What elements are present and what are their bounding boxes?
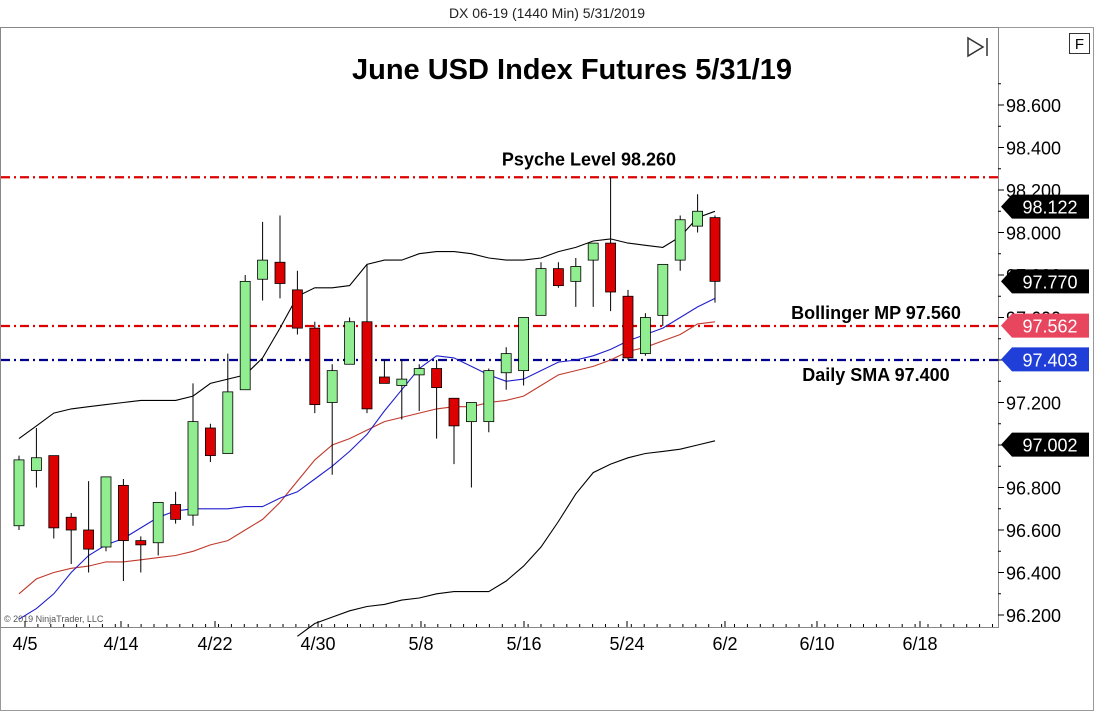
price-marker (1001, 347, 1089, 372)
level-label: Daily SMA 97.400 (802, 365, 949, 385)
candle-down (378, 376, 390, 384)
candle-up (518, 317, 529, 372)
y-tick-label: 96.800 (1006, 479, 1061, 499)
candle-up (692, 210, 703, 227)
x-tick-label: 4/5 (12, 634, 37, 654)
candle-up (396, 378, 408, 386)
candle-down (48, 455, 60, 529)
candle-down (65, 516, 77, 531)
chart-header-caption: DX 06-19 (1440 Min) 5/31/2019 (448, 5, 646, 21)
price-marker (1001, 269, 1089, 294)
candle-down (709, 217, 721, 282)
level-lines (1, 176, 998, 362)
y-tick-label: 98.400 (1006, 139, 1061, 159)
candle-up (13, 459, 25, 527)
sma-line (18, 297, 716, 620)
candle-down (309, 327, 321, 406)
chart-title: June USD Index Futures 5/31/19 (352, 54, 792, 86)
candle-up (570, 266, 582, 282)
candle-up (239, 280, 251, 391)
price-marker-label: 97.403 (1022, 350, 1077, 370)
candle-up (483, 370, 495, 423)
candle-up (500, 353, 512, 374)
candle-down (622, 295, 634, 359)
x-tick-label: 6/2 (712, 634, 737, 654)
skip-to-end-icon[interactable] (967, 36, 988, 58)
candle-up (413, 368, 425, 376)
candle-up (640, 317, 651, 355)
candle-up (152, 501, 164, 544)
y-tick-label: 98.000 (1006, 224, 1061, 244)
x-tick-label: 5/16 (506, 634, 541, 654)
price-marker-label: 97.002 (1022, 436, 1077, 456)
candle-down (431, 368, 443, 389)
candle-down (291, 289, 303, 329)
plot-area (0, 27, 999, 628)
price-marker (1001, 432, 1089, 457)
candle-up (326, 370, 338, 403)
candle-down (135, 540, 147, 546)
candle-down (361, 321, 373, 410)
level-labels: Psyche Level 98.260 Bollinger MP 97.560 Da… (502, 149, 961, 385)
candle-up (344, 321, 356, 365)
x-tick-label: 4/30 (300, 634, 335, 654)
price-marker-label: 98.122 (1022, 198, 1077, 218)
candle-down (274, 261, 286, 284)
level-label: Psyche Level 98.260 (502, 149, 676, 169)
candle-up (187, 421, 199, 516)
candle-down (204, 427, 216, 457)
candle-down (83, 529, 94, 550)
price-markers: 98.122 97.770 97.562 97.403 97.002 (1001, 194, 1089, 457)
y-tick-label: 96.400 (1006, 564, 1061, 584)
candle-up (657, 263, 669, 316)
candle-up (587, 242, 599, 261)
x-tick-label: 4/14 (103, 634, 138, 654)
x-tick-label: 5/24 (609, 634, 644, 654)
y-tick-label: 98.600 (1006, 96, 1061, 116)
middle-band-line (18, 321, 716, 595)
copyright-text: © 2019 NinjaTrader, LLC (4, 614, 104, 624)
candle-up (257, 259, 269, 280)
x-tick-label: 5/8 (408, 634, 433, 654)
candle-down (118, 484, 129, 542)
candle-up (222, 391, 234, 454)
lower-band-line (297, 440, 716, 637)
price-marker (1001, 194, 1089, 219)
candle-up (535, 268, 547, 316)
candles (13, 177, 721, 581)
price-marker-label: 97.770 (1022, 272, 1077, 292)
price-marker (1001, 313, 1089, 338)
x-axis: 4/5 4/14 4/22 4/30 5/8 5/16 5/24 6/2 6/10 6/18 (12, 621, 993, 654)
candle-down (448, 397, 460, 427)
level-label: Bollinger MP 97.560 (791, 303, 961, 323)
x-tick-label: 6/10 (799, 634, 834, 654)
y-tick-label: 96.600 (1006, 521, 1061, 541)
candle-up (674, 219, 686, 261)
candle-down (553, 268, 564, 287)
x-tick-label: 6/18 (902, 634, 937, 654)
candle-up (465, 402, 477, 423)
candle-up (100, 476, 112, 548)
candle-up (30, 457, 42, 471)
f-button-label[interactable]: F (1075, 36, 1084, 53)
price-marker-label: 97.562 (1022, 317, 1077, 337)
y-tick-label: 96.200 (1006, 606, 1061, 626)
x-tick-label: 4/22 (197, 634, 232, 654)
candle-down (605, 242, 616, 293)
candle-down (170, 504, 182, 520)
y-tick-label: 97.200 (1006, 394, 1061, 414)
f-button[interactable]: F (1069, 33, 1090, 54)
